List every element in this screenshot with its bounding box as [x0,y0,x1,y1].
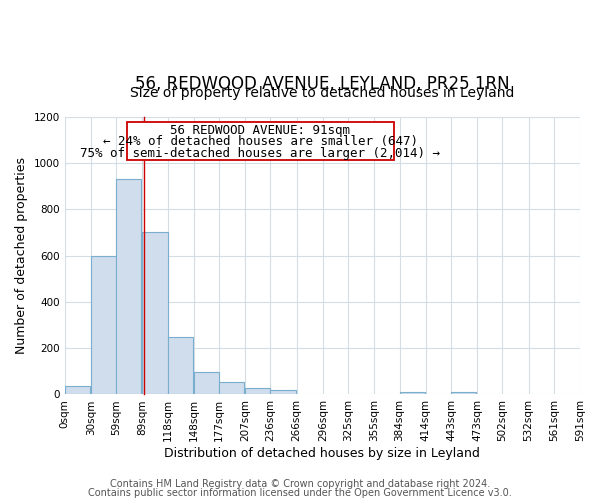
X-axis label: Distribution of detached houses by size in Leyland: Distribution of detached houses by size … [164,447,480,460]
Bar [271,390,296,394]
Text: ← 24% of detached houses are smaller (647): ← 24% of detached houses are smaller (64… [103,136,418,148]
Bar [167,337,193,394]
Text: 75% of semi-detached houses are larger (2,014) →: 75% of semi-detached houses are larger (… [80,146,440,160]
Text: Contains HM Land Registry data © Crown copyright and database right 2024.: Contains HM Land Registry data © Crown c… [110,479,490,489]
FancyBboxPatch shape [127,122,394,160]
Bar [219,382,244,394]
Bar [245,388,271,394]
Bar [116,180,142,394]
Bar [194,372,219,394]
Bar [451,392,476,394]
Text: Contains public sector information licensed under the Open Government Licence v3: Contains public sector information licen… [88,488,512,498]
Bar [400,392,425,394]
Text: Size of property relative to detached houses in Leyland: Size of property relative to detached ho… [130,86,515,100]
Bar [65,386,90,394]
Title: 56, REDWOOD AVENUE, LEYLAND, PR25 1RN: 56, REDWOOD AVENUE, LEYLAND, PR25 1RN [135,75,509,93]
Y-axis label: Number of detached properties: Number of detached properties [15,157,28,354]
Bar [142,232,167,394]
Bar [91,256,116,394]
Text: 56 REDWOOD AVENUE: 91sqm: 56 REDWOOD AVENUE: 91sqm [170,124,350,137]
